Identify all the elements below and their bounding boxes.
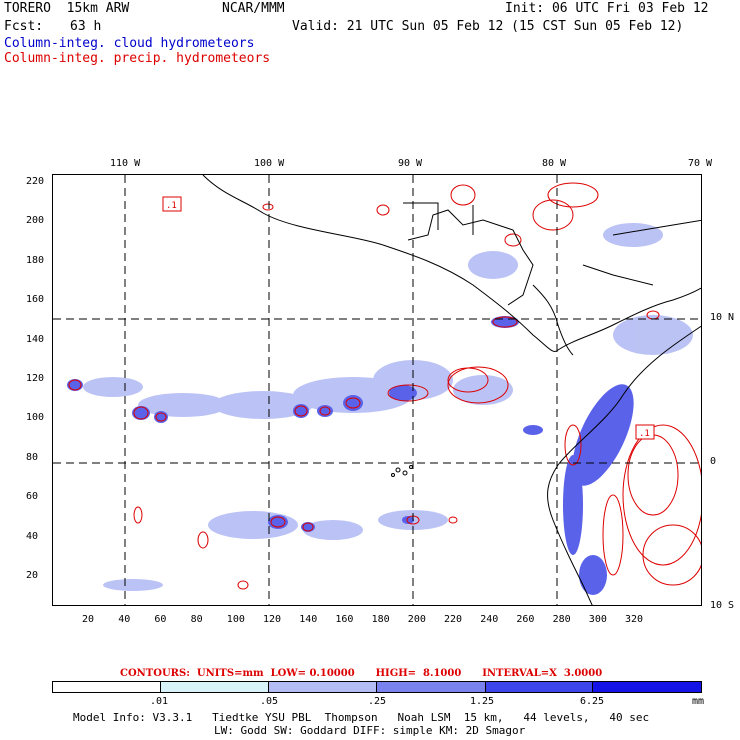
bottom-grid-label-14: 300 — [588, 614, 607, 625]
bottom-grid-label-2: 60 — [154, 614, 167, 625]
bottom-grid-label-7: 160 — [335, 614, 354, 625]
legend-precip: Column-integ. precip. hydrometeors — [4, 51, 271, 66]
map-canvas: .1 .1 — [53, 175, 701, 605]
bottom-grid-label-1: 40 — [118, 614, 131, 625]
bottom-grid-label-4: 100 — [226, 614, 245, 625]
latlon-grid — [53, 175, 701, 605]
box-label-2: .1 — [639, 429, 650, 439]
contour-units: UNITS=mm — [196, 668, 264, 679]
colorbar-label-4: 6.25 — [580, 696, 605, 707]
colorbar-swatch-4 — [485, 682, 594, 692]
left-grid-label-9: 40 — [26, 530, 39, 542]
colorbar-label-3: 1.25 — [470, 696, 495, 707]
legend-cloud: Column-integ. cloud hydrometeors — [4, 36, 255, 51]
contour-label-boxes: .1 .1 — [162, 196, 655, 440]
colorbar-label-2: .25 — [368, 696, 387, 707]
center-label: NCAR/MMM — [222, 1, 285, 16]
right-lat-label-1: 0 — [710, 456, 717, 467]
top-lon-label-1: 100 W — [254, 158, 285, 169]
left-grid-label-10: 20 — [26, 570, 39, 581]
colorbar-swatch-1 — [160, 682, 270, 692]
top-lon-label-2: 90 W — [398, 158, 423, 169]
contour-label: CONTOURS: — [120, 668, 190, 679]
map-panel: .1 .1 — [52, 174, 702, 606]
bottom-grid-label-0: 20 — [82, 614, 95, 625]
left-grid-label-7: 80 — [26, 451, 39, 463]
bottom-grid-label-12: 260 — [516, 614, 535, 625]
colorbar-unit: mm — [692, 696, 705, 707]
colorbar-swatch-2 — [269, 682, 378, 692]
left-grid-label-8: 60 — [26, 491, 39, 503]
left-grid-label-5: 120 — [26, 373, 45, 384]
left-grid-label-2: 180 — [26, 254, 45, 266]
footer-line-2: LW: Godd SW: Goddard DIFF: simple KM: 2D… — [214, 724, 526, 737]
init-time: Init: 06 UTC Fri 03 Feb 12 — [505, 1, 709, 16]
footer-line-1: Model Info: V3.3.1 Tiedtke YSU PBL Thomp… — [73, 711, 650, 724]
top-lon-label-0: 110 W — [110, 158, 141, 169]
colorbar-swatch-3 — [377, 682, 486, 692]
bottom-grid-label-3: 80 — [190, 614, 203, 625]
precip-contours — [68, 182, 701, 590]
bottom-grid-label-11: 240 — [480, 614, 499, 625]
contour-interval: INTERVAL=X 3.0000 — [482, 668, 603, 679]
bottom-grid-label-15: 320 — [625, 614, 644, 625]
bottom-grid-label-9: 200 — [407, 614, 426, 625]
coastline — [202, 175, 701, 605]
colorbar-label-1: .05 — [260, 696, 279, 707]
left-grid-label-3: 160 — [26, 294, 45, 306]
model-title: TORERO 15km ARW — [4, 1, 130, 16]
bottom-grid-label-8: 180 — [371, 614, 390, 625]
colorbar-label-0: .01 — [150, 696, 169, 707]
left-grid-label-6: 100 — [26, 412, 45, 424]
bottom-grid-label-5: 120 — [263, 614, 282, 625]
left-grid-label-1: 200 — [26, 215, 45, 227]
cloud-fill-strong — [67, 316, 634, 595]
colorbar-swatch-5 — [593, 682, 702, 692]
contour-info: CONTOURS: UNITS=mm LOW= 0.10000 HIGH= 8.… — [120, 668, 602, 679]
colorbar-swatch-0 — [53, 682, 161, 692]
bottom-grid-label-10: 220 — [444, 614, 463, 625]
right-lat-label-0: 10 N — [710, 312, 735, 323]
top-lon-label-3: 80 W — [542, 158, 567, 169]
fcst-label: Fcst: — [4, 19, 44, 34]
bottom-grid-label-6: 140 — [299, 614, 318, 625]
left-grid-label-0: 220 — [26, 176, 45, 187]
contour-low: LOW= 0.10000 — [270, 668, 355, 679]
contour-high: HIGH= 8.1000 — [375, 668, 462, 679]
galapagos-islands — [391, 465, 413, 477]
bottom-grid-label-13: 280 — [552, 614, 571, 625]
fcst-value: 63 h — [70, 19, 102, 34]
valid-time: Valid: 21 UTC Sun 05 Feb 12 (15 CST Sun … — [292, 19, 684, 34]
box-label-1: .1 — [166, 201, 177, 211]
right-lat-label-2: 10 S — [710, 600, 735, 611]
top-lon-label-4: 70 W — [688, 158, 713, 169]
left-grid-label-4: 140 — [26, 333, 45, 345]
colorbar — [52, 681, 702, 693]
